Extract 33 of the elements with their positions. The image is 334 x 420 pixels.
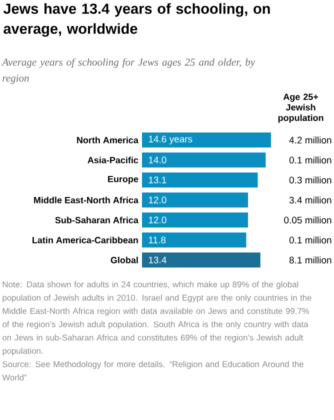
bar	[142, 172, 258, 188]
y-tick-label: Global	[110, 256, 138, 264]
text: 0.1 million	[289, 236, 332, 244]
text: 0.05 million	[284, 216, 332, 224]
y-tick-label: Asia-Pacific	[88, 156, 138, 164]
source-note: Source: See Methodology for more details. “Religion and Education Around the World”	[2, 360, 304, 380]
data-label: 11.8	[148, 236, 166, 244]
y-tick-label: Sub-Saharan Africa	[55, 216, 139, 224]
bar	[142, 192, 248, 208]
text: Age 25+ Jewish population	[278, 94, 324, 123]
text: Note: Data shown for adults in 24 countries, which make up 89% of the global population of Jewish adults in 2010. Israel and Egypt are the only countries in the Middle East-North Africa region with data available on Jews and constitute 99.7% of the region’s Jewish adult population. South Africa is the only country with data on Jews in sub-Saharan Africa and constitutes 69% of the region’s Jewish adult population.	[2, 281, 312, 356]
data-label: 13.4	[148, 256, 166, 264]
bar	[142, 252, 260, 268]
data-label: 12.0	[148, 216, 166, 224]
text: 4.2 million	[289, 136, 332, 144]
text: 8.1 million	[289, 256, 332, 264]
text: 0.1 million	[289, 156, 332, 164]
bar	[142, 212, 248, 228]
chart-title: Jews have 13.4 years of schooling, on average, worldwide	[3, 3, 270, 37]
bar	[142, 132, 271, 148]
data-label: 12.0	[148, 196, 166, 204]
y-tick-label: Europe	[108, 176, 138, 184]
text: 3.4 million	[289, 196, 332, 204]
bar	[142, 232, 246, 248]
bar	[142, 152, 266, 168]
data-label: 14.0	[148, 156, 166, 164]
data-label: 14.6 years	[148, 136, 192, 144]
y-tick-label: Middle East-North Africa	[34, 196, 139, 204]
y-tick-label: Latin America-Caribbean	[32, 236, 138, 244]
chart-subtitle: Average years of schooling for Jews ages 25 and older, by region	[2, 58, 256, 84]
text: 0.3 million	[289, 176, 332, 184]
data-label: 13.1	[148, 176, 166, 184]
y-tick-label: North America	[77, 136, 139, 144]
